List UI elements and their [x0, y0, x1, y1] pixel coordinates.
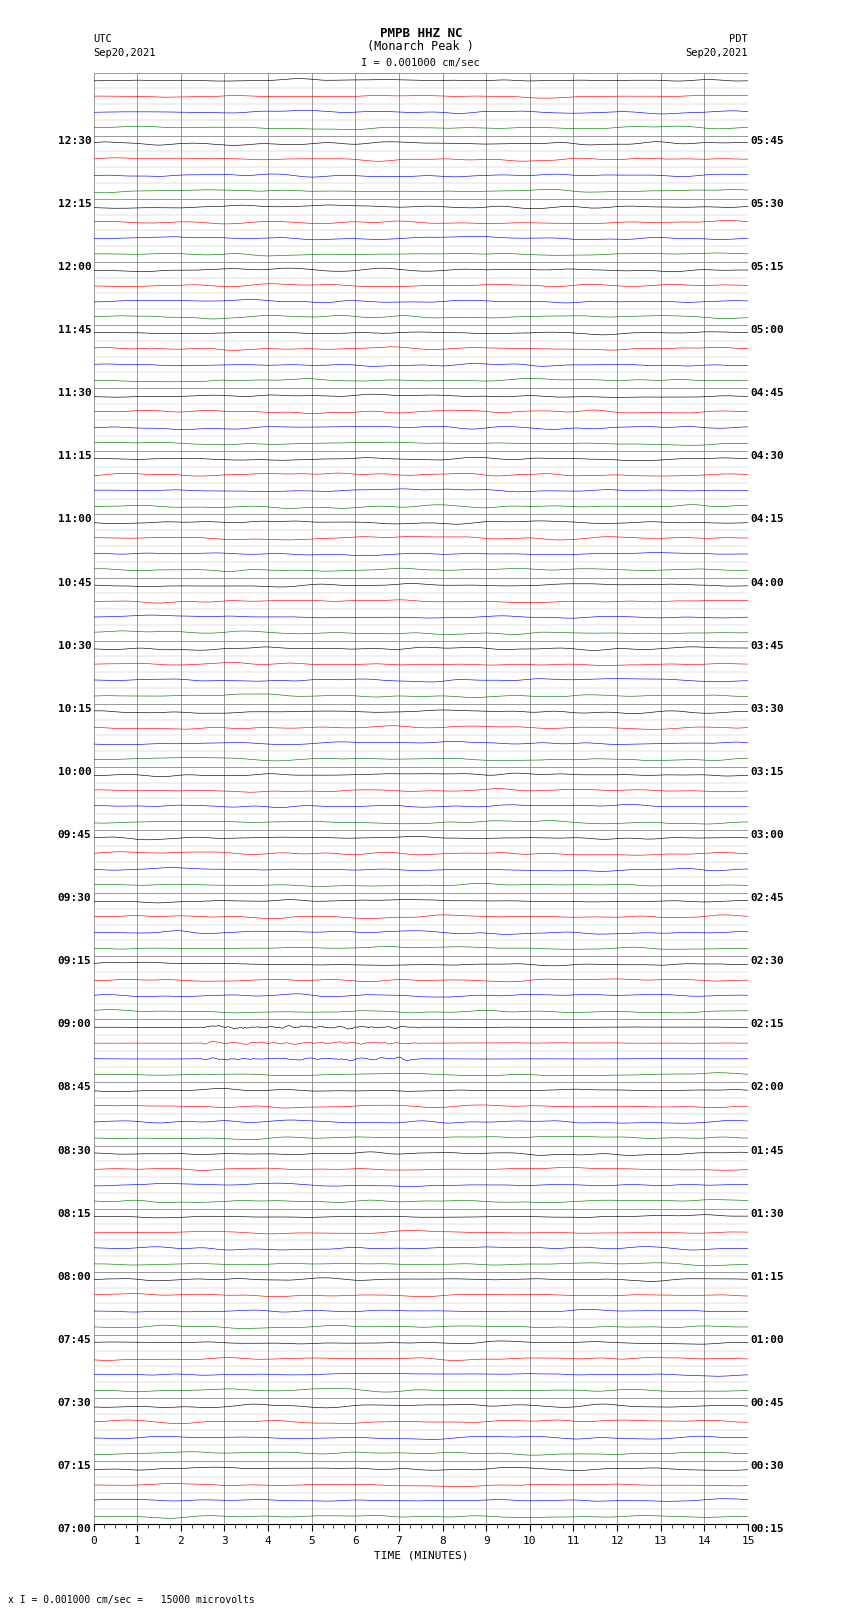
- Text: 03:15: 03:15: [750, 766, 784, 777]
- Text: 09:45: 09:45: [58, 831, 92, 840]
- Text: PMPB HHZ NC: PMPB HHZ NC: [379, 27, 462, 40]
- Text: 02:00: 02:00: [750, 1082, 784, 1092]
- Text: PDT: PDT: [729, 34, 748, 44]
- Text: 11:15: 11:15: [58, 452, 92, 461]
- Text: Sep20,2021: Sep20,2021: [94, 48, 156, 58]
- Text: 08:15: 08:15: [58, 1208, 92, 1219]
- Text: 09:00: 09:00: [58, 1019, 92, 1029]
- Text: 08:45: 08:45: [58, 1082, 92, 1092]
- Text: 10:30: 10:30: [58, 640, 92, 650]
- Text: Sep20,2021: Sep20,2021: [685, 48, 748, 58]
- Text: 01:30: 01:30: [750, 1208, 784, 1219]
- Text: 02:30: 02:30: [750, 957, 784, 966]
- Text: 03:30: 03:30: [750, 703, 784, 715]
- Text: 01:15: 01:15: [750, 1271, 784, 1282]
- Text: 05:30: 05:30: [750, 198, 784, 208]
- Text: 10:45: 10:45: [58, 577, 92, 587]
- Text: 04:45: 04:45: [750, 389, 784, 398]
- Text: UTC: UTC: [94, 34, 112, 44]
- Text: 07:30: 07:30: [58, 1398, 92, 1408]
- Text: 11:45: 11:45: [58, 326, 92, 336]
- Text: 04:30: 04:30: [750, 452, 784, 461]
- Text: 12:15: 12:15: [58, 198, 92, 208]
- Text: 11:30: 11:30: [58, 389, 92, 398]
- Text: 02:15: 02:15: [750, 1019, 784, 1029]
- Text: 03:45: 03:45: [750, 640, 784, 650]
- Text: 11:00: 11:00: [58, 515, 92, 524]
- Text: 00:15: 00:15: [750, 1524, 784, 1534]
- Text: I = 0.001000 cm/sec: I = 0.001000 cm/sec: [361, 58, 480, 68]
- Text: (Monarch Peak ): (Monarch Peak ): [367, 40, 474, 53]
- Text: 00:45: 00:45: [750, 1398, 784, 1408]
- Text: 04:00: 04:00: [750, 577, 784, 587]
- Text: 09:15: 09:15: [58, 957, 92, 966]
- X-axis label: TIME (MINUTES): TIME (MINUTES): [373, 1550, 468, 1560]
- Text: 07:45: 07:45: [58, 1336, 92, 1345]
- Text: 04:15: 04:15: [750, 515, 784, 524]
- Text: 09:30: 09:30: [58, 894, 92, 903]
- Text: 08:00: 08:00: [58, 1271, 92, 1282]
- Text: 05:15: 05:15: [750, 261, 784, 273]
- Text: 12:00: 12:00: [58, 261, 92, 273]
- Text: 10:15: 10:15: [58, 703, 92, 715]
- Text: 01:45: 01:45: [750, 1145, 784, 1155]
- Text: 10:00: 10:00: [58, 766, 92, 777]
- Text: 02:45: 02:45: [750, 894, 784, 903]
- Text: 07:15: 07:15: [58, 1461, 92, 1471]
- Text: 05:00: 05:00: [750, 326, 784, 336]
- Text: x I = 0.001000 cm/sec =   15000 microvolts: x I = 0.001000 cm/sec = 15000 microvolts: [8, 1595, 255, 1605]
- Text: 01:00: 01:00: [750, 1336, 784, 1345]
- Text: 12:30: 12:30: [58, 135, 92, 145]
- Text: 07:00: 07:00: [58, 1524, 92, 1534]
- Text: 03:00: 03:00: [750, 831, 784, 840]
- Text: 00:30: 00:30: [750, 1461, 784, 1471]
- Text: 08:30: 08:30: [58, 1145, 92, 1155]
- Text: 05:45: 05:45: [750, 135, 784, 145]
